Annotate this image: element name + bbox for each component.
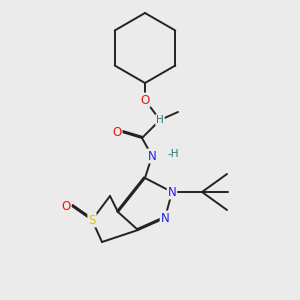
Text: O: O — [140, 94, 150, 106]
Text: O: O — [61, 200, 70, 212]
Text: N: N — [160, 212, 169, 224]
Text: N: N — [168, 185, 176, 199]
Text: S: S — [88, 214, 96, 226]
Text: N: N — [148, 149, 156, 163]
Text: -H: -H — [168, 149, 179, 159]
Text: H: H — [156, 115, 164, 125]
Text: O: O — [112, 125, 122, 139]
